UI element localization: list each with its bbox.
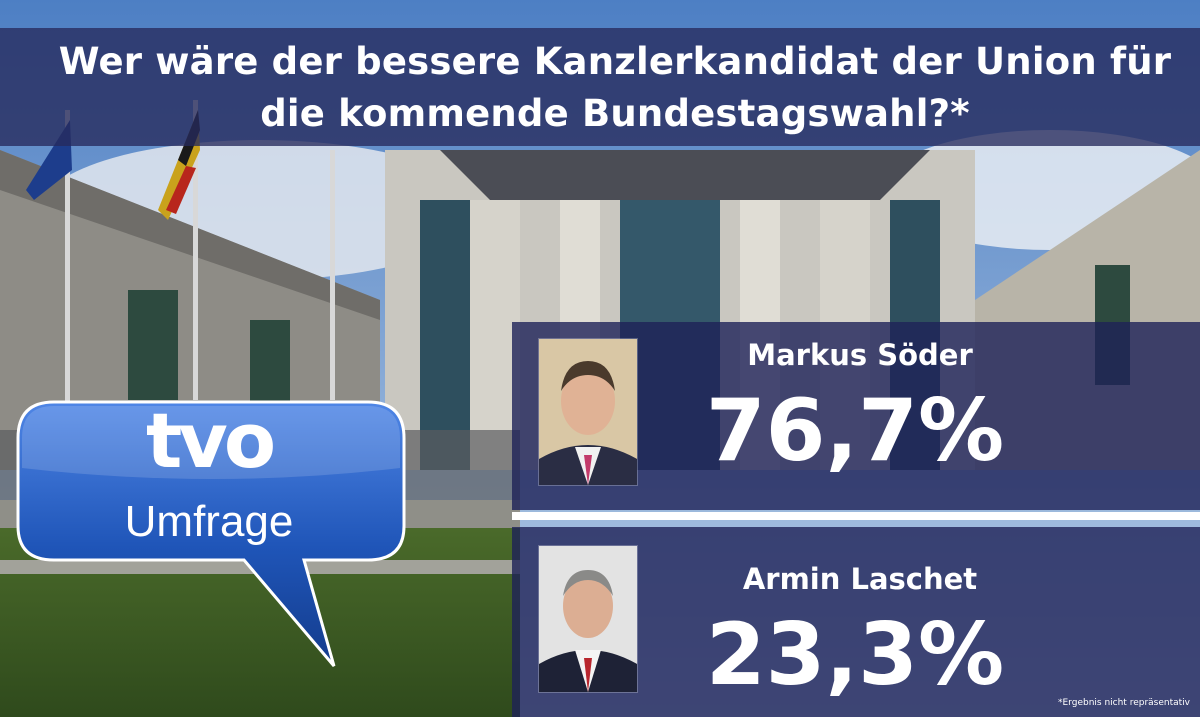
tvo-logo-text: tvo	[145, 396, 276, 485]
result-divider	[512, 512, 1200, 520]
poll-question: Wer wäre der bessere Kanzlerkandidat der…	[40, 36, 1190, 140]
footnote: *Ergebnis nicht repräsentativ	[1058, 698, 1190, 708]
umfrage-label: Umfrage	[124, 497, 294, 546]
candidate-name-laschet: Armin Laschet	[742, 562, 978, 596]
tvo-logo-bubble	[16, 400, 406, 667]
portrait-soeder	[538, 338, 638, 486]
portrait-laschet	[538, 545, 638, 693]
candidate-name-soeder: Markus Söder	[747, 338, 973, 372]
poll-question-line-1: Wer wäre der bessere Kanzlerkandidat der…	[58, 40, 1172, 83]
candidate-percent-soeder: 76,7%	[705, 381, 1005, 481]
poll-question-line-2: die kommende Bundestagswahl?*	[260, 92, 970, 135]
candidate-percent-laschet: 23,3%	[705, 605, 1005, 705]
title-band	[0, 28, 1200, 146]
